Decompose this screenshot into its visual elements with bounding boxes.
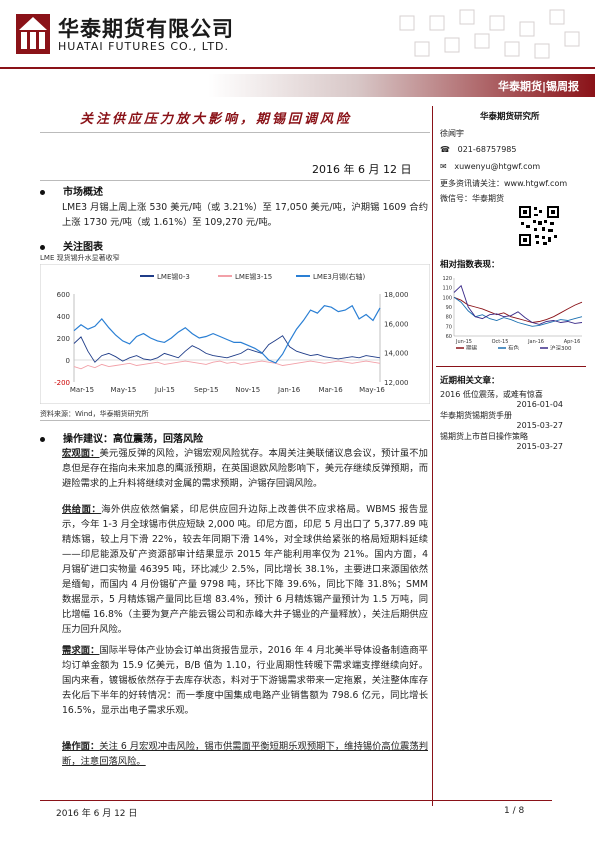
side-y-tick-label: 120 <box>442 276 452 282</box>
side-y-tick-label: 70 <box>446 324 452 330</box>
y-left-tick-label: -200 <box>54 379 70 387</box>
x-tick-label: Sep-15 <box>194 386 219 394</box>
advice-heading: 操作建议：高位震荡，回落风险 <box>40 430 203 445</box>
title-divider <box>40 132 430 133</box>
x-tick-label: Jan-16 <box>277 386 301 394</box>
side-series-line-0 <box>453 296 583 323</box>
header-grid-decoration <box>330 8 590 64</box>
legend-label: LME锡3-15 <box>235 272 272 281</box>
website-link[interactable]: www.htgwf.com <box>504 179 568 188</box>
y-left-tick-label: 200 <box>57 335 70 343</box>
chart-source: 资料来源：Wind，华泰期货研究所 <box>40 410 149 418</box>
report-date: 2016 年 6 月 12 日 <box>312 163 412 176</box>
page-number: 1 / 8 <box>504 806 525 816</box>
demand-paragraph: 需求面：国际半导体产业协会订单出货报告显示，2016 年 4 月北美半导体设备制… <box>62 645 428 716</box>
relative-index-chart: 60 70 80 90 100 110 120 Jun-15 Oct-15 Jan-16 Apr-1… <box>436 272 586 352</box>
x-tick-label: Mar-15 <box>70 386 94 394</box>
footer-date: 2016 年 6 月 12 日 <box>56 809 138 819</box>
supply-paragraph: 供给面：海外供应依然偏紧，印尼供应回升边际上改善供不应求格局。WBMS 报告显示… <box>62 504 428 635</box>
chart-divider <box>40 420 430 421</box>
x-tick-label: May-15 <box>111 386 137 394</box>
macro-label: 宏观面： <box>62 448 100 459</box>
legend-label: LME3月锡(右轴) <box>313 272 366 281</box>
footer-rule <box>40 800 552 801</box>
x-tick-label: Nov-15 <box>235 386 260 394</box>
relative-index-heading: 相对指数表现： <box>440 260 500 270</box>
article-item[interactable]: 2016 低位震荡，或难有惊喜 2016-01-04 <box>440 390 563 409</box>
y-right-tick-label: 18,000 <box>384 291 409 299</box>
operation-label: 操作面： <box>62 741 100 752</box>
side-chart-legend: 期锡 有色 沪深300 <box>456 344 572 352</box>
company-name-en: HUATAI FUTURES CO., LTD. <box>58 40 230 53</box>
phone-icon: ☎ <box>440 145 450 154</box>
bullet-icon <box>40 436 45 442</box>
supply-label: 供给面： <box>62 504 102 515</box>
article-item[interactable]: 锡期货上市首日操作策略 2015-03-27 <box>440 432 563 451</box>
side-legend-label: 沪深300 <box>550 344 572 350</box>
email-icon: ✉ <box>440 162 447 171</box>
bullet-icon <box>40 189 45 195</box>
phone-row: ☎ 021-68757985 <box>440 145 517 154</box>
wechat-id: 微信号：华泰期货 <box>440 194 504 203</box>
key-chart-heading: 关注图表 <box>40 238 103 253</box>
x-tick-label: Jul-15 <box>154 386 175 394</box>
sidebar-divider <box>436 366 586 367</box>
market-overview-heading: 市场概述 <box>40 183 103 198</box>
y-right-tick-label: 14,000 <box>384 350 409 358</box>
market-overview-text: LME3 月锡上周上涨 530 美元/吨（或 3.21%）至 17,050 美元… <box>62 202 428 228</box>
side-legend-label: 期锡 <box>466 344 478 350</box>
side-series-line-2 <box>453 284 583 325</box>
side-legend-label: 有色 <box>508 344 520 350</box>
header-rule <box>0 67 595 69</box>
chart-legend: LME锡0-3 LME锡3-15 LME3月锡(右轴) <box>140 272 366 281</box>
report-banner <box>0 74 595 97</box>
company-name-cn: 华泰期货有限公司 <box>58 17 234 41</box>
side-x-tick-label: Jun-15 <box>455 339 472 345</box>
side-y-tick-label: 90 <box>446 305 452 311</box>
operation-paragraph: 操作面：关注 6 月宏观冲击风险，锡市供需面平衡短期乐观预期下，维持锡价高位震荡… <box>62 741 428 767</box>
report-banner-label: 华泰期货|锡周报 <box>497 80 579 93</box>
y-right-tick-label: 12,000 <box>384 379 409 387</box>
side-y-tick-label: 80 <box>446 315 452 321</box>
y-right-tick-label: 16,000 <box>384 320 409 328</box>
article-item[interactable]: 华泰期货锡期货手册 2015-03-27 <box>440 411 563 430</box>
side-y-tick-label: 60 <box>446 334 452 340</box>
date-divider <box>40 180 430 181</box>
side-y-tick-label: 110 <box>442 286 452 292</box>
chart-caption: LME 现货锡升水显著收窄 <box>40 254 120 262</box>
recent-articles-list: 2016 低位震荡，或难有惊喜 2016-01-04 华泰期货锡期货手册 2015-… <box>440 389 585 451</box>
side-y-tick-label: 100 <box>442 295 452 301</box>
lme-tin-chart: LME锡0-3 LME锡3-15 LME3月锡(右轴) -200 0 200 400 600… <box>39 263 431 405</box>
y-left-tick-label: 400 <box>57 313 70 321</box>
series-line-1 <box>73 360 381 370</box>
email-row: ✉ xuwenyu@htgwf.com <box>440 162 541 171</box>
column-divider <box>432 106 433 806</box>
analyst-name: 徐闻宇 <box>440 129 464 138</box>
recent-articles-heading: 近期相关文章： <box>440 376 500 386</box>
y-left-tick-label: 0 <box>66 357 70 365</box>
macro-paragraph: 宏观面：美元强反弹的风险，沪锡宏观风险犹存。本周关注美联储议息会议，预计虽不加息… <box>62 448 428 489</box>
institute-name: 华泰期货研究所 <box>480 112 540 122</box>
x-tick-label: May-16 <box>359 386 385 394</box>
x-tick-label: Mar-16 <box>318 386 343 394</box>
legend-label: LME锡0-3 <box>157 272 190 281</box>
series-line-0 <box>73 335 381 363</box>
bullet-icon <box>40 244 45 250</box>
demand-label: 需求面： <box>62 645 100 656</box>
report-title: 关注供应压力放大影响，期锡回调风险 <box>80 112 353 127</box>
side-x-tick-label: Oct-15 <box>492 339 509 345</box>
qr-code <box>518 205 560 247</box>
more-info-row: 更多资讯请关注：www.htgwf.com <box>440 179 568 188</box>
series-line-2 <box>73 304 381 364</box>
company-logo <box>16 14 50 54</box>
y-left-tick-label: 600 <box>57 291 70 299</box>
side-x-tick-label: Apr-16 <box>564 339 581 345</box>
side-x-tick-label: Jan-16 <box>527 339 544 345</box>
